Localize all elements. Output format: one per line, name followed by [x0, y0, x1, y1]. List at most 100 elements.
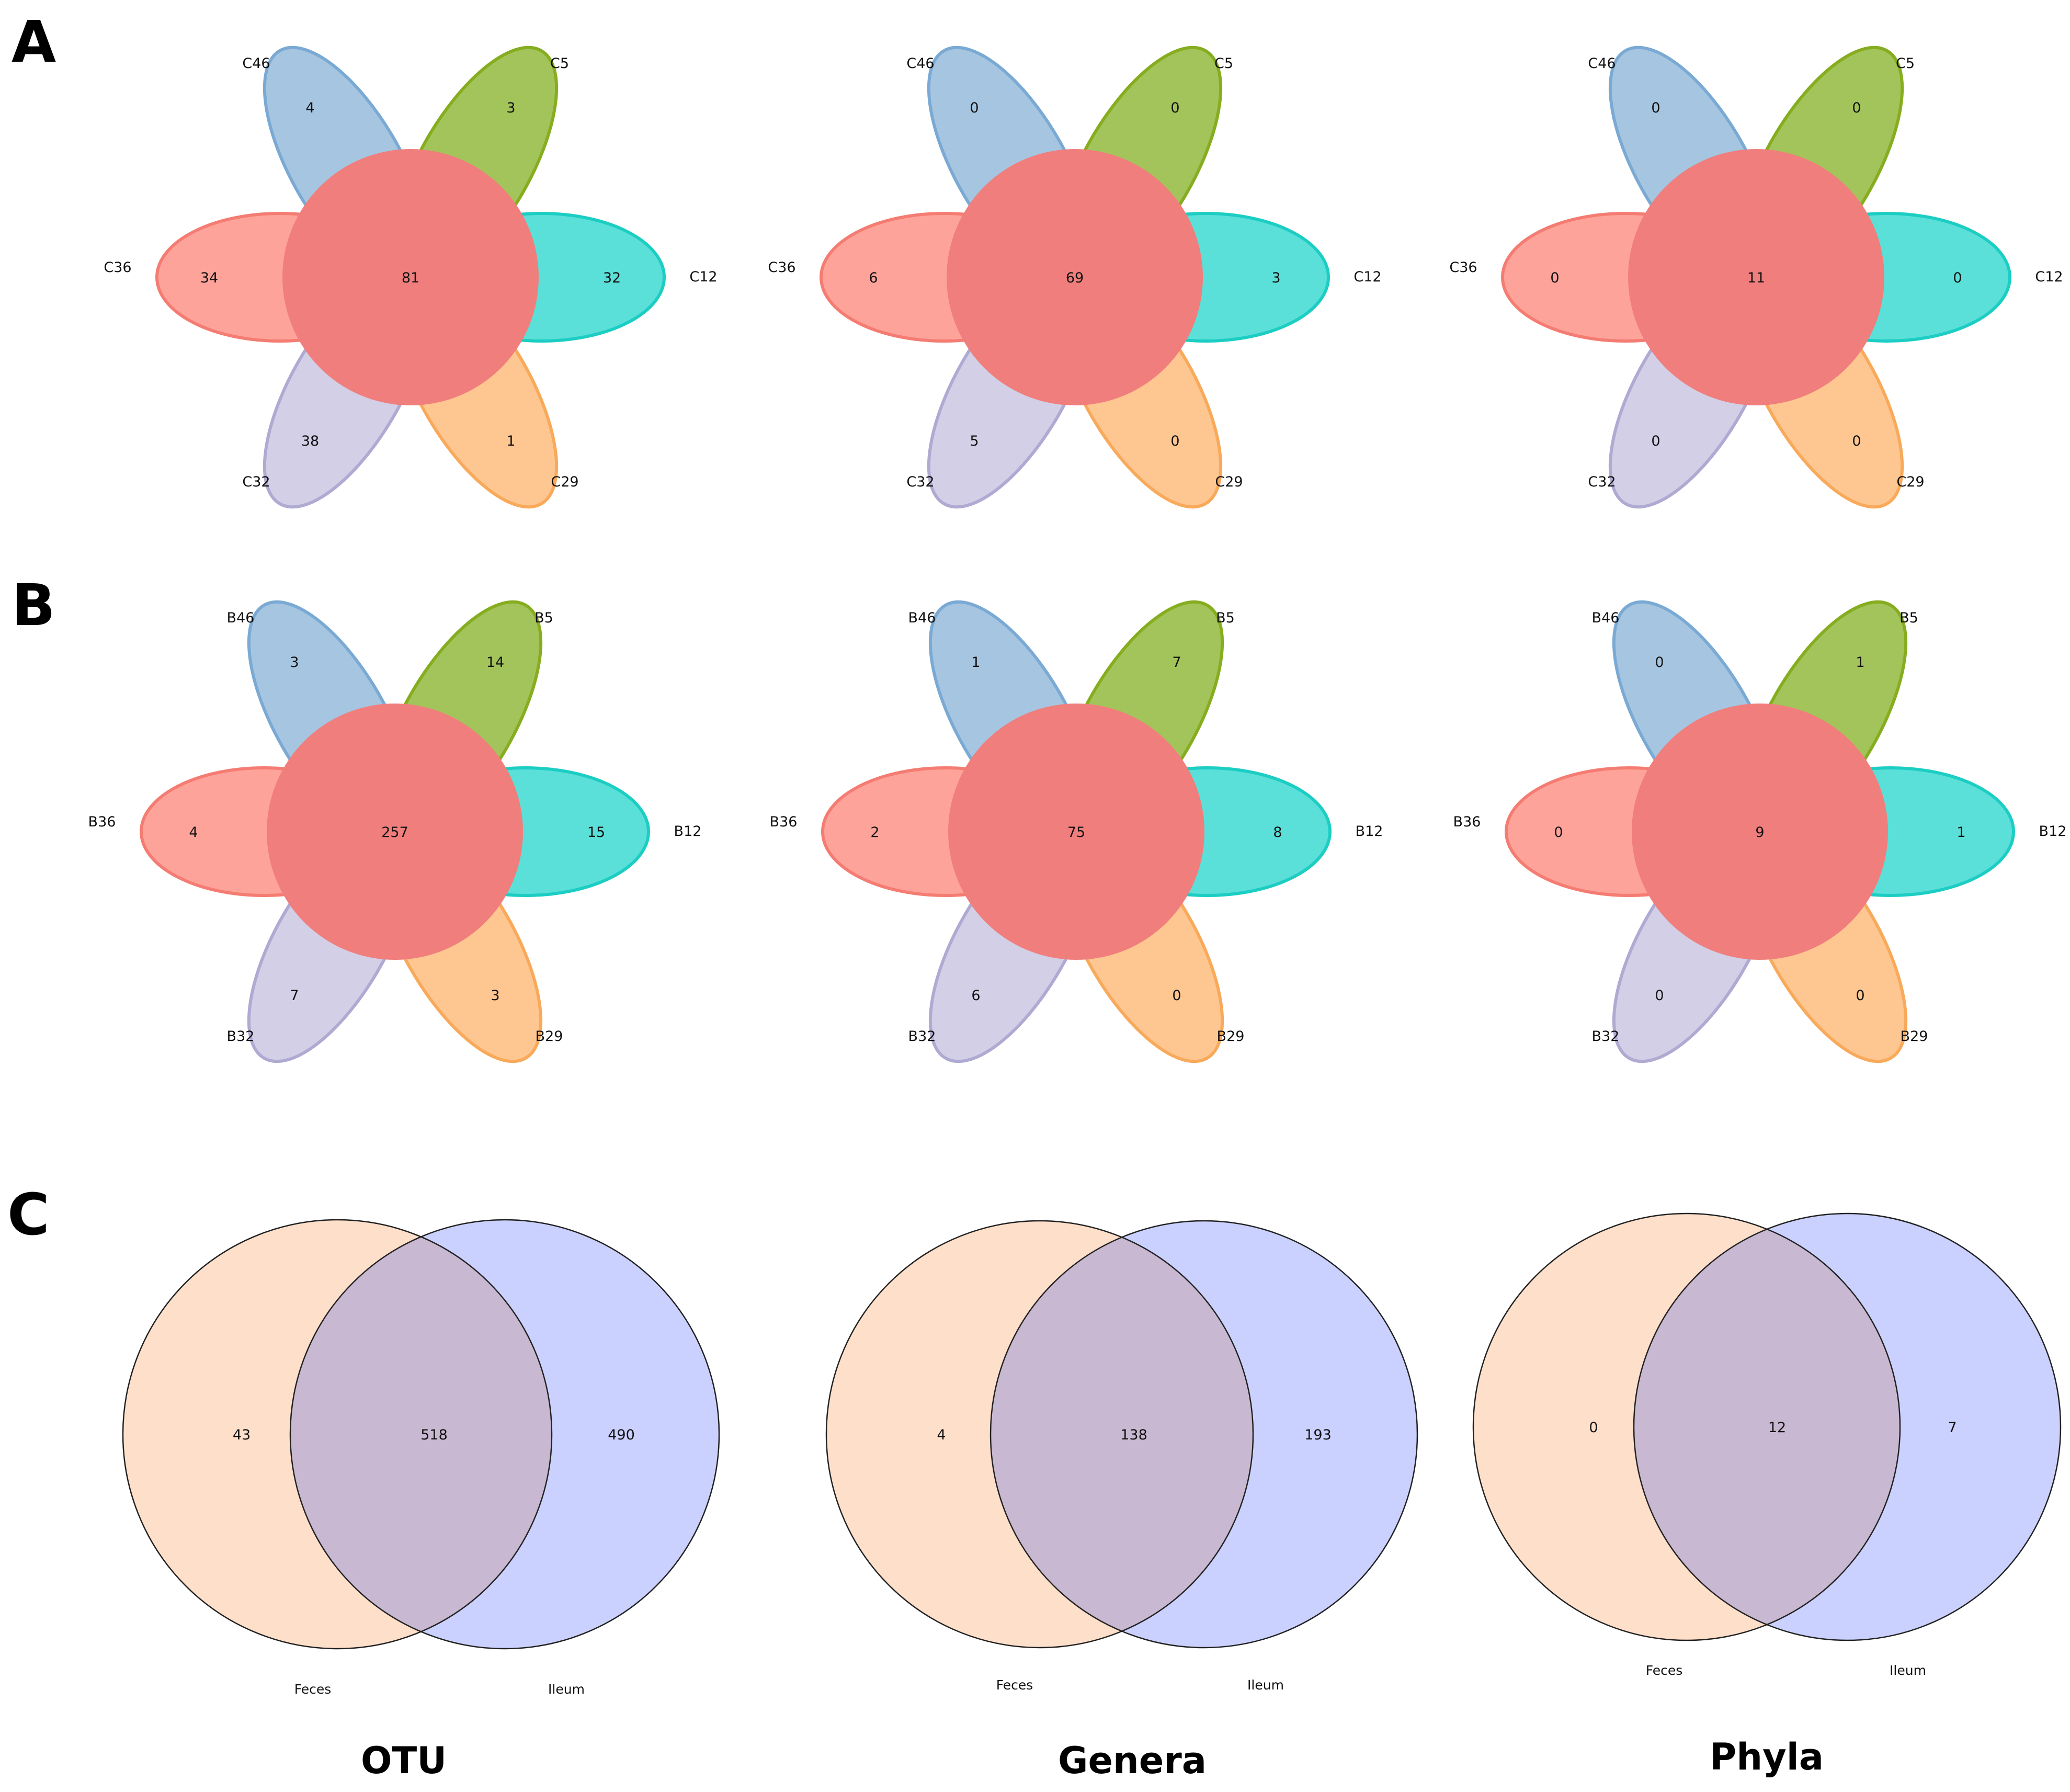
core-circle — [1632, 704, 1888, 960]
set-label-top-left: B46 — [1592, 610, 1620, 626]
venn-right-label: Ileum — [548, 1682, 585, 1697]
set-label-top-right: B5 — [1216, 610, 1235, 626]
set-label-right: C12 — [2035, 269, 2063, 285]
value-bottom-left: 7 — [290, 988, 299, 1004]
column-title-phyla: Phyla — [1710, 1736, 1824, 1778]
set-label-right: C12 — [1354, 269, 1381, 285]
value-bottom-right: 0 — [1856, 988, 1864, 1004]
venn-left-label: Feces — [294, 1682, 332, 1697]
set-label-bottom-right: C29 — [1215, 474, 1243, 490]
value-top-right: 7 — [1172, 654, 1181, 671]
panel-letter-c: C — [7, 1181, 50, 1248]
set-label-left: B36 — [88, 814, 116, 830]
set-label-bottom-right: B29 — [536, 1028, 563, 1045]
set-label-top-left: B46 — [908, 610, 936, 626]
value-core: 69 — [1066, 270, 1084, 286]
set-label-bottom-left: B32 — [227, 1028, 255, 1045]
value-top-right: 0 — [1852, 100, 1861, 116]
panel-letter-b: B — [12, 572, 55, 639]
set-label-right: C12 — [689, 269, 717, 285]
set-label-top-left: C46 — [242, 55, 270, 72]
set-label-top-left: B46 — [227, 610, 255, 626]
value-top-right: 1 — [1856, 654, 1864, 671]
set-label-bottom-right: B29 — [1217, 1028, 1245, 1045]
value-top-left: 1 — [971, 654, 980, 671]
two-set-venn-diagrams: 43 518 490 Feces Ileum 4 138 193 Feces Ileum 0 12 7 F… — [122, 1212, 2062, 1697]
value-top-right: 0 — [1170, 100, 1179, 116]
venn-2: 0 12 7 Feces Ileum — [1472, 1212, 2062, 1678]
set-label-top-right: C5 — [1896, 55, 1915, 72]
set-label-bottom-right: C29 — [551, 474, 578, 490]
venn-right-value: 7 — [1948, 1420, 1957, 1436]
value-bottom-left: 6 — [971, 988, 980, 1004]
venn-right-value: 490 — [608, 1427, 635, 1443]
set-label-top-right: B5 — [534, 610, 553, 626]
venn-left-value: 43 — [233, 1427, 251, 1443]
value-left: 2 — [870, 824, 879, 841]
venn-overlap-region — [1634, 1213, 1900, 1640]
set-label-left: C36 — [1449, 259, 1477, 276]
column-title-otu: OTU — [361, 1739, 447, 1782]
set-label-left: C36 — [104, 259, 131, 276]
value-bottom-right: 0 — [1170, 433, 1179, 449]
venn-right-outline — [289, 1219, 720, 1650]
set-label-left: B36 — [770, 814, 798, 830]
value-right: 8 — [1273, 824, 1282, 841]
venn-right-outline — [1633, 1212, 2062, 1641]
value-core: 75 — [1067, 824, 1085, 841]
flower-b-2: 0 1 1 0 0 0 9 B46 B5 B12 B29 B32 B36 — [1453, 600, 2067, 1063]
set-label-bottom-left: C32 — [906, 474, 934, 490]
venn-overlap-value: 12 — [1768, 1420, 1786, 1436]
venn-right-outline — [989, 1220, 1418, 1649]
value-top-left: 0 — [1655, 654, 1664, 671]
set-label-top-left: C46 — [906, 55, 934, 72]
set-label-right: B12 — [2039, 823, 2067, 840]
value-top-left: 0 — [1651, 100, 1660, 116]
core-circle — [1628, 149, 1884, 405]
venn-1: 4 138 193 Feces Ileum — [825, 1220, 1418, 1693]
set-label-bottom-right: C29 — [1896, 474, 1924, 490]
venn-left-label: Feces — [1646, 1663, 1683, 1678]
set-label-left: B36 — [1453, 814, 1481, 830]
core-circle — [948, 704, 1204, 960]
value-top-left: 4 — [305, 100, 314, 116]
value-left: 4 — [189, 824, 198, 841]
flower-a-2: 0 0 0 0 0 0 11 C46 C5 C12 C29 C32 C36 — [1449, 46, 2063, 509]
value-bottom-left: 5 — [970, 433, 979, 449]
set-label-bottom-left: B32 — [908, 1028, 936, 1045]
venn-right-value: 193 — [1304, 1427, 1332, 1443]
flower-b-0: 3 14 15 3 7 4 257 B46 B5 B12 B29 B32 B36 — [88, 600, 701, 1063]
value-right: 0 — [1953, 270, 1962, 286]
flower-b-1: 1 7 8 0 6 2 75 B46 B5 B12 B29 B32 B36 — [770, 600, 1383, 1063]
venn-left-value: 4 — [937, 1427, 946, 1443]
value-top-right: 14 — [486, 654, 504, 671]
venn-right-label: Ileum — [1890, 1663, 1926, 1678]
venn-right-label: Ileum — [1247, 1677, 1284, 1693]
value-core: 9 — [1755, 824, 1764, 841]
value-top-left: 0 — [970, 100, 979, 116]
core-circle — [282, 149, 539, 405]
core-circle — [267, 704, 523, 960]
value-right: 3 — [1271, 270, 1280, 286]
set-label-top-right: C5 — [550, 55, 569, 72]
set-label-top-right: C5 — [1214, 55, 1233, 72]
venn-left-outline — [825, 1220, 1254, 1649]
value-top-right: 3 — [506, 100, 515, 116]
venn-0: 43 518 490 Feces Ileum — [122, 1219, 720, 1697]
venn-left-label: Feces — [996, 1677, 1033, 1693]
value-left: 6 — [869, 270, 878, 286]
value-core: 81 — [402, 270, 419, 286]
value-bottom-left: 0 — [1651, 433, 1660, 449]
set-label-top-left: C46 — [1588, 55, 1616, 72]
value-bottom-right: 0 — [1852, 433, 1861, 449]
set-label-right: B12 — [1356, 823, 1383, 840]
panel-letter-a: A — [12, 8, 56, 75]
set-label-bottom-left: B32 — [1592, 1028, 1620, 1045]
column-title-genera: Genera — [1058, 1739, 1207, 1782]
venn-left-outline — [1472, 1212, 1901, 1641]
value-core: 11 — [1747, 270, 1765, 286]
venn-overlap-region — [991, 1221, 1253, 1648]
flower-a-0: 4 3 32 1 38 34 81 C46 C5 C12 C29 C32 C36 — [104, 46, 718, 509]
